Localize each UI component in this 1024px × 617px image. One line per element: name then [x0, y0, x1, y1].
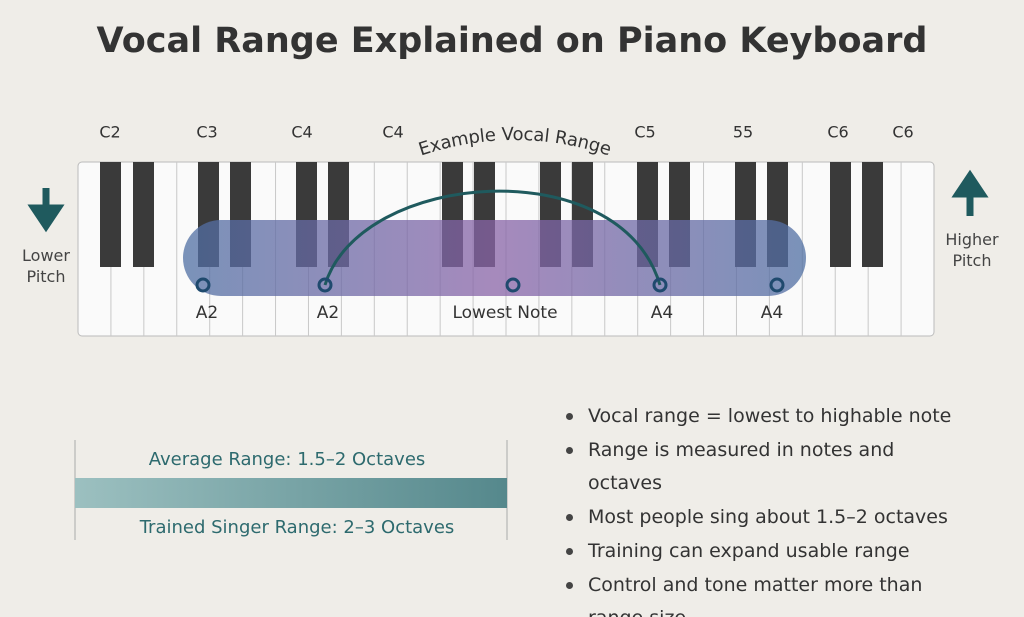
range-caption-text: Example Vocal Range	[416, 124, 614, 160]
octave-label: C6	[892, 123, 913, 142]
bullet-list: Vocal range = lowest to highable note Ran…	[566, 400, 956, 617]
note-marker	[505, 277, 521, 293]
higher-pitch: Higher Pitch	[945, 230, 999, 270]
average-range: Average Range: 1.5–2 Octaves	[149, 449, 426, 470]
octave-label: C4	[291, 123, 312, 142]
trained-range: Trained Singer Range: 2–3 Octaves	[139, 517, 455, 538]
note-label: A4	[651, 303, 673, 323]
note-marker	[317, 277, 333, 293]
up-arrow	[951, 169, 989, 216]
range-caption: Example Vocal Range	[416, 124, 614, 160]
bullet: Range is measured in notes and octaves	[566, 434, 956, 501]
lower-pitch: Lower Pitch	[22, 246, 70, 286]
octave-label: 55	[733, 123, 753, 142]
range-band	[183, 220, 806, 296]
note-marker	[769, 277, 785, 293]
title: Vocal Range Explained on Piano Keyboard	[97, 21, 928, 61]
black-key	[830, 162, 851, 267]
bullet: Vocal range = lowest to highable note	[566, 400, 956, 434]
octave-label: C3	[196, 123, 217, 142]
note-marker	[652, 277, 668, 293]
octave-label: C6	[827, 123, 848, 142]
octave-label: C2	[99, 123, 120, 142]
note-label: A2	[317, 303, 339, 323]
down-arrow	[27, 188, 65, 233]
octave-label: C5	[634, 123, 655, 142]
note-label: Lowest Note	[452, 303, 557, 323]
black-key	[100, 162, 121, 267]
bullet: Most people sing about 1.5–2 octaves	[566, 501, 956, 535]
note-label: A2	[196, 303, 218, 323]
bullet: Control and tone matter more than range …	[566, 569, 956, 617]
note-label: A4	[761, 303, 783, 323]
bullet: Training can expand usable range	[566, 535, 956, 569]
black-key	[133, 162, 154, 267]
black-key	[862, 162, 883, 267]
octave-label: C4	[382, 123, 403, 142]
range-bar	[75, 478, 507, 508]
range-arc	[323, 189, 662, 286]
note-marker	[195, 277, 211, 293]
